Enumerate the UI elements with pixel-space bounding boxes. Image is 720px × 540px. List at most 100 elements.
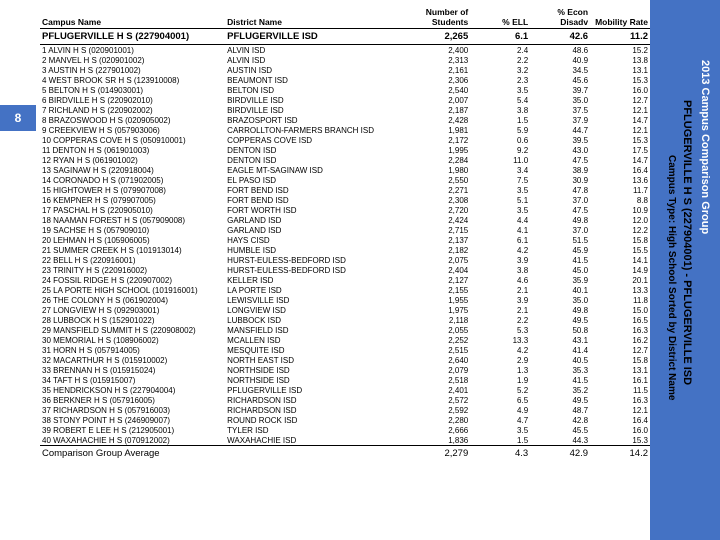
row-students: 2,592 [410, 405, 470, 415]
row-econ: 34.5 [530, 65, 590, 75]
row-district: FORT WORTH ISD [225, 205, 410, 215]
row-mobility: 12.0 [590, 215, 650, 225]
row-district: NORTH EAST ISD [225, 355, 410, 365]
row-mobility: 14.9 [590, 265, 650, 275]
table-row: 19 SACHSE H S (057909010)GARLAND ISD2,71… [40, 225, 650, 235]
row-ell: 2.4 [470, 45, 530, 56]
row-ell: 2.9 [470, 355, 530, 365]
table-row: 26 THE COLONY H S (061902004)LEWISVILLE … [40, 295, 650, 305]
row-econ: 37.9 [530, 115, 590, 125]
row-students: 1,981 [410, 125, 470, 135]
row-district: ROUND ROCK ISD [225, 415, 410, 425]
table-row: 2 MANVEL H S (020901002)ALVIN ISD2,3132.… [40, 55, 650, 65]
row-campus: 31 HORN H S (057914005) [40, 345, 225, 355]
page-number: 8 [0, 105, 36, 131]
row-econ: 35.0 [530, 95, 590, 105]
row-campus: 32 MACARTHUR H S (015910002) [40, 355, 225, 365]
hl-students: 2,265 [410, 29, 470, 45]
row-campus: 9 CREEKVIEW H S (057903006) [40, 125, 225, 135]
table-row: 27 LONGVIEW H S (092903001)LONGVIEW ISD1… [40, 305, 650, 315]
row-district: DENTON ISD [225, 155, 410, 165]
hl-campus: PFLUGERVILLE H S (227904001) [40, 29, 225, 45]
row-econ: 30.9 [530, 175, 590, 185]
row-campus: 34 TAFT H S (015915007) [40, 375, 225, 385]
row-ell: 4.2 [470, 245, 530, 255]
row-students: 2,515 [410, 345, 470, 355]
row-econ: 41.5 [530, 375, 590, 385]
row-students: 2,079 [410, 365, 470, 375]
row-mobility: 15.3 [590, 75, 650, 85]
row-mobility: 12.1 [590, 105, 650, 115]
row-students: 2,424 [410, 215, 470, 225]
row-mobility: 11.7 [590, 185, 650, 195]
header-ell: % ELL [470, 6, 530, 29]
row-ell: 5.9 [470, 125, 530, 135]
row-econ: 35.0 [530, 295, 590, 305]
row-econ: 43.0 [530, 145, 590, 155]
row-district: NORTHSIDE ISD [225, 365, 410, 375]
row-district: FORT BEND ISD [225, 195, 410, 205]
row-mobility: 10.9 [590, 205, 650, 215]
table-row: 13 SAGINAW H S (220918004)EAGLE MT-SAGIN… [40, 165, 650, 175]
table-row: 16 KEMPNER H S (079907005)FORT BEND ISD2… [40, 195, 650, 205]
row-econ: 37.0 [530, 225, 590, 235]
row-district: PFLUGERVILLE ISD [225, 385, 410, 395]
table-row: 31 HORN H S (057914005)MESQUITE ISD2,515… [40, 345, 650, 355]
avg-blank [225, 446, 410, 462]
row-district: BELTON ISD [225, 85, 410, 95]
row-campus: 2 MANVEL H S (020901002) [40, 55, 225, 65]
table-row: 10 COPPERAS COVE H S (050910001)COPPERAS… [40, 135, 650, 145]
row-econ: 35.9 [530, 275, 590, 285]
row-ell: 3.2 [470, 65, 530, 75]
row-students: 2,306 [410, 75, 470, 85]
row-district: BIRDVILLE ISD [225, 95, 410, 105]
row-students: 2,182 [410, 245, 470, 255]
avg-ell: 4.3 [470, 446, 530, 462]
row-econ: 49.5 [530, 315, 590, 325]
row-ell: 6.1 [470, 235, 530, 245]
row-ell: 13.3 [470, 335, 530, 345]
table-row: 40 WAXAHACHIE H S (070912002)WAXAHACHIE … [40, 435, 650, 446]
row-econ: 48.7 [530, 405, 590, 415]
row-district: MESQUITE ISD [225, 345, 410, 355]
row-ell: 5.4 [470, 95, 530, 105]
row-campus: 20 LEHMAN H S (105906005) [40, 235, 225, 245]
row-ell: 4.4 [470, 215, 530, 225]
row-campus: 37 RICHARDSON H S (057916003) [40, 405, 225, 415]
row-mobility: 16.0 [590, 425, 650, 435]
row-econ: 40.9 [530, 55, 590, 65]
row-ell: 2.3 [470, 75, 530, 85]
row-students: 2,075 [410, 255, 470, 265]
row-ell: 2.2 [470, 55, 530, 65]
row-district: FORT BEND ISD [225, 185, 410, 195]
row-econ: 45.9 [530, 245, 590, 255]
row-district: LONGVIEW ISD [225, 305, 410, 315]
row-students: 2,404 [410, 265, 470, 275]
row-econ: 49.8 [530, 305, 590, 315]
table-row: 32 MACARTHUR H S (015910002)NORTH EAST I… [40, 355, 650, 365]
row-mobility: 15.2 [590, 45, 650, 56]
row-students: 2,155 [410, 285, 470, 295]
row-mobility: 13.3 [590, 285, 650, 295]
table-row: 7 RICHLAND H S (220902002)BIRDVILLE ISD2… [40, 105, 650, 115]
row-mobility: 14.7 [590, 115, 650, 125]
row-ell: 4.7 [470, 415, 530, 425]
row-econ: 44.7 [530, 125, 590, 135]
sidebar: 2013 Campus Comparison Group PFLUGERVILL… [650, 0, 720, 540]
row-mobility: 15.3 [590, 135, 650, 145]
row-campus: 35 HENDRICKSON H S (227904004) [40, 385, 225, 395]
row-ell: 5.3 [470, 325, 530, 335]
row-district: BRAZOSPORT ISD [225, 115, 410, 125]
row-campus: 15 HIGHTOWER H S (079907008) [40, 185, 225, 195]
row-ell: 2.1 [470, 285, 530, 295]
row-students: 2,284 [410, 155, 470, 165]
row-econ: 45.0 [530, 265, 590, 275]
row-students: 2,118 [410, 315, 470, 325]
table-row: 1 ALVIN H S (020901001)ALVIN ISD2,4002.4… [40, 45, 650, 56]
table-row: 20 LEHMAN H S (105906005)HAYS CISD2,1376… [40, 235, 650, 245]
row-students: 2,308 [410, 195, 470, 205]
row-econ: 40.1 [530, 285, 590, 295]
header-econ: % Econ Disadv [530, 6, 590, 29]
table-row: 28 LUBBOCK H S (152901022)LUBBOCK ISD2,1… [40, 315, 650, 325]
row-district: AUSTIN ISD [225, 65, 410, 75]
